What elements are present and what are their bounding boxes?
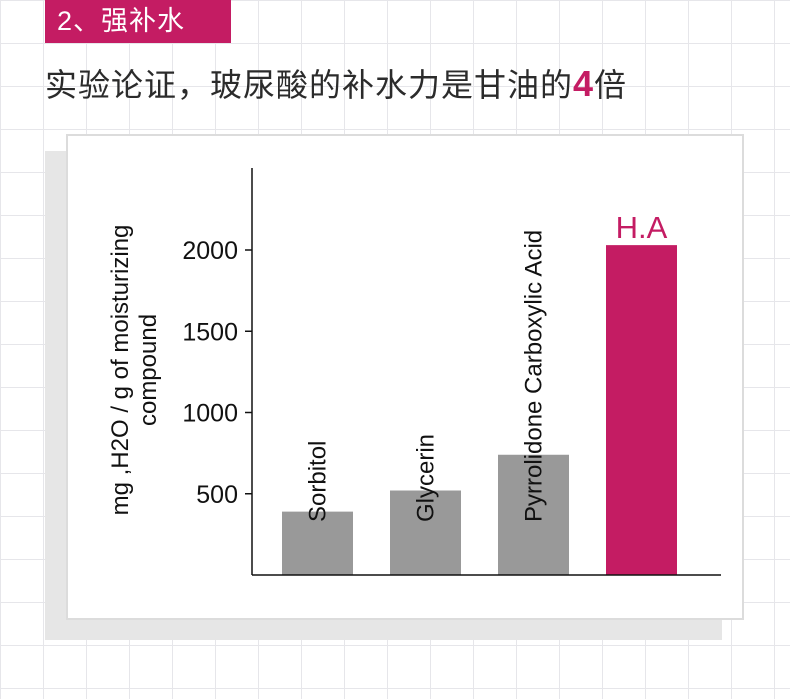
y-axis-label-line: compound xyxy=(135,314,162,426)
headline-suffix: 倍 xyxy=(594,67,628,103)
y-tick-label: 2000 xyxy=(182,237,238,265)
bar-glycerin xyxy=(390,490,461,575)
y-tick-label: 1500 xyxy=(182,318,238,346)
bars: Sorbitol Glycerin Pyrrolidone Carboxylic A… xyxy=(282,210,677,575)
headline-text: 实验论证，玻尿酸的补水力是甘油的 xyxy=(45,67,574,103)
bar-label: Sorbitol xyxy=(305,441,332,522)
bar-pyrrolidone-carboxylic-acid xyxy=(498,454,569,575)
y-axis-ticks: 500 1000 1500 2000 xyxy=(182,237,252,509)
bar-label: H.A xyxy=(616,210,668,245)
headline: 实验论证，玻尿酸的补水力是甘油的4倍 xyxy=(45,60,627,106)
bar-label: Pyrrolidone Carboxylic Acid xyxy=(521,230,548,522)
bar-label: Glycerin xyxy=(413,434,440,522)
bar-sorbitol xyxy=(282,511,353,575)
y-tick-label: 500 xyxy=(196,481,238,509)
y-axis-label-line: mg ,H2O / g of moisturizing xyxy=(107,225,134,516)
y-axis-label: mg ,H2O / g of moisturizing compound xyxy=(107,225,162,516)
section-tag: 2、强补水 xyxy=(45,0,231,43)
headline-highlight-number: 4 xyxy=(573,63,595,104)
y-tick-label: 1000 xyxy=(182,400,238,428)
bar-h-a xyxy=(606,245,677,575)
